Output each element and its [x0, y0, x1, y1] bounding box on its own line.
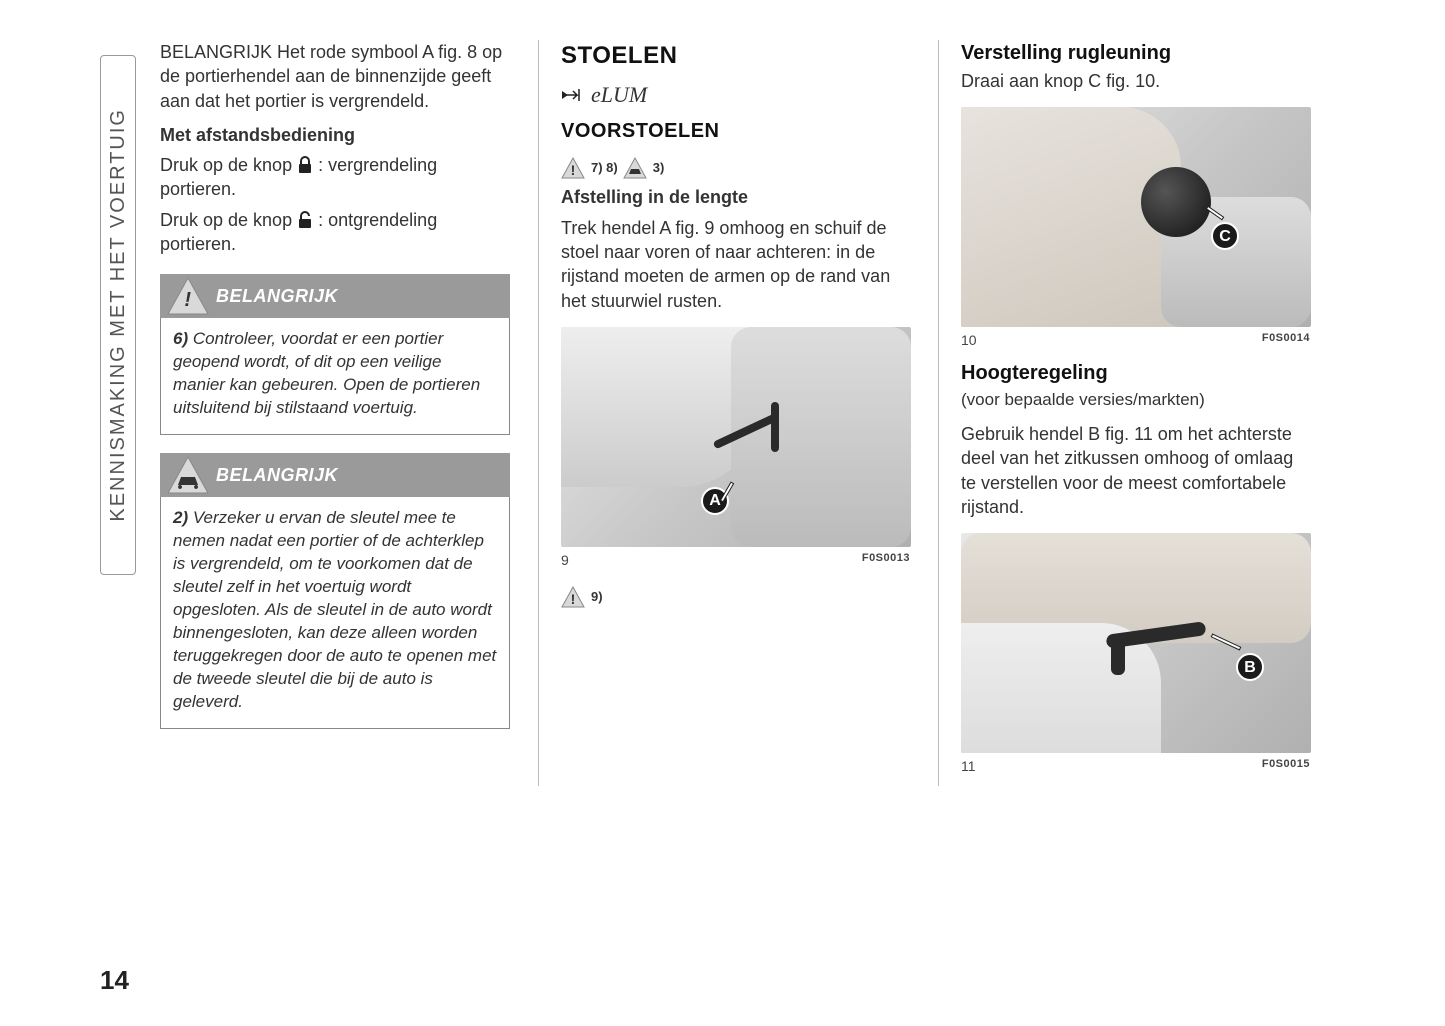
height-text: Gebruik hendel B fig. 11 om het achterst… [961, 422, 1310, 519]
hand-point-icon [561, 85, 587, 105]
warning-1-header: ! BELANGRIJK [160, 274, 510, 318]
figure-9-caption: 9 F0S0013 [561, 551, 910, 570]
warning-2-header: BELANGRIJK [160, 453, 510, 497]
backrest-title: Verstelling rugleuning [961, 40, 1310, 67]
intro-text: BELANGRIJK Het rode symbool A fig. 8 op … [160, 40, 510, 113]
backrest-text: Draai aan knop C fig. 10. [961, 69, 1310, 93]
page-number: 14 [100, 965, 129, 996]
figure-9-marker: A [701, 487, 729, 515]
height-paren: (voor bepaalde versies/markten) [961, 389, 1310, 412]
figure-10: C [961, 107, 1311, 327]
svg-text:!: ! [571, 591, 576, 607]
length-adjust-text: Trek hendel A fig. 9 omhoog en schuif de… [561, 216, 910, 313]
car-small-icon [623, 157, 647, 179]
seats-title: STOELEN [561, 40, 910, 72]
column-2: STOELEN eLUM VOORSTOELEN ! 7) 8) 3) Afst… [538, 40, 910, 786]
figure-11: B [961, 533, 1311, 753]
car-warning-triangle-icon [166, 455, 210, 495]
column-1: BELANGRIJK Het rode symbool A fig. 8 op … [160, 40, 510, 786]
warning-1-title: BELANGRIJK [216, 284, 338, 308]
figure-9: A [561, 327, 911, 547]
unlock-line: Druk op de knop : ontgrendeling portiere… [160, 208, 510, 257]
figure-11-marker: B [1236, 653, 1264, 681]
warning-small-icon-2: ! [561, 586, 585, 608]
elum-badge: eLUM [561, 80, 910, 110]
front-seats-title: VOORSTOELEN [561, 118, 910, 145]
ref-9: ! 9) [561, 586, 603, 608]
warning-box-2: BELANGRIJK 2) Verzeker u ervan de sleute… [160, 453, 510, 728]
lock-open-icon [297, 211, 313, 229]
warning-small-icon: ! [561, 157, 585, 179]
figure-10-caption: 10 F0S0014 [961, 331, 1310, 350]
remote-subhead: Met afstandsbediening [160, 123, 510, 147]
warning-box-1: ! BELANGRIJK 6) Controleer, voordat er e… [160, 274, 510, 435]
ref-7-8: ! 7) 8) [561, 157, 618, 179]
figure-11-caption: 11 F0S0015 [961, 757, 1310, 776]
page-content: BELANGRIJK Het rode symbool A fig. 8 op … [90, 40, 1410, 980]
column-3: Verstelling rugleuning Draai aan knop C … [938, 40, 1310, 786]
warning-1-body: 6) Controleer, voordat er een portier ge… [160, 318, 510, 435]
svg-text:!: ! [184, 289, 191, 311]
ref-3: 3) [623, 157, 665, 179]
warning-2-body: 2) Verzeker u ervan de sleutel mee te ne… [160, 497, 510, 728]
length-adjust-head: Afstelling in de lengte [561, 185, 910, 209]
height-title: Hoogteregeling [961, 360, 1310, 387]
warning-2-title: BELANGRIJK [216, 463, 338, 487]
warning-triangle-icon: ! [166, 276, 210, 316]
lock-closed-icon [297, 156, 313, 174]
lock-line: Druk op de knop : vergrendeling portiere… [160, 153, 510, 202]
svg-text:!: ! [571, 162, 576, 178]
